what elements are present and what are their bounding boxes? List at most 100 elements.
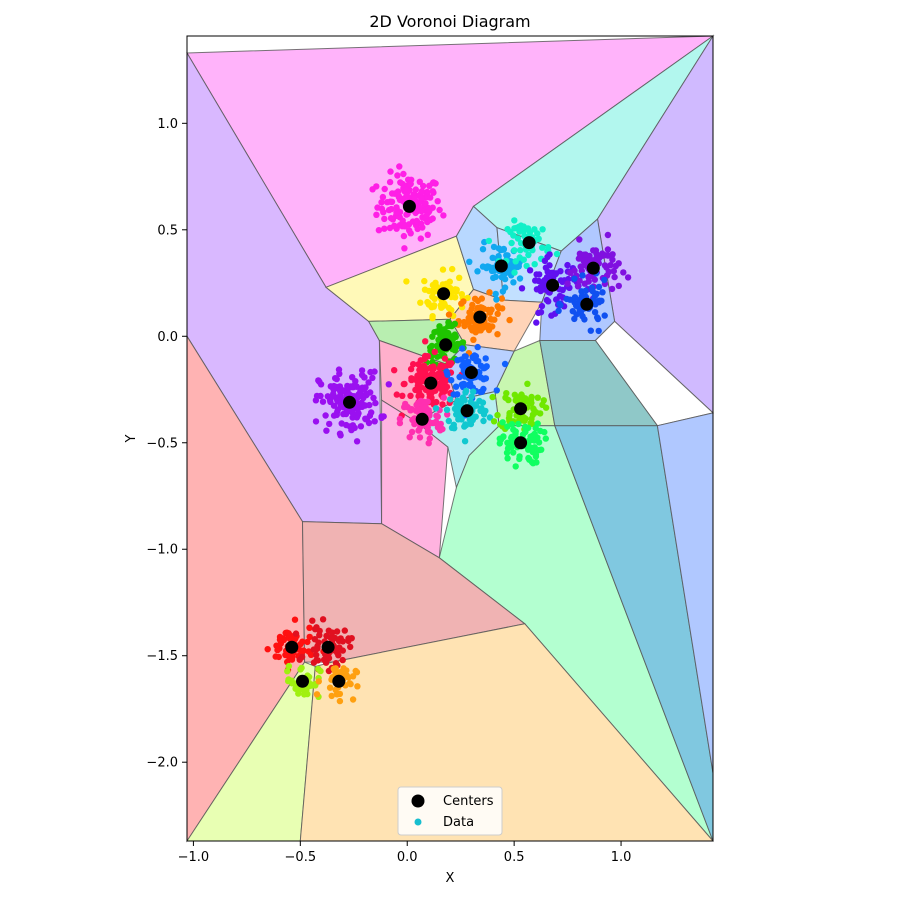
data-point xyxy=(533,271,540,278)
data-point xyxy=(424,428,432,435)
data-point xyxy=(274,646,281,654)
data-point xyxy=(510,279,517,286)
data-point xyxy=(275,653,282,661)
data-point xyxy=(459,339,467,346)
data-point xyxy=(322,659,330,666)
data-point xyxy=(486,414,494,421)
data-point xyxy=(541,257,549,265)
data-point xyxy=(595,283,603,291)
data-point xyxy=(477,327,484,334)
data-point xyxy=(276,636,284,643)
data-point xyxy=(542,264,550,271)
data-point xyxy=(585,278,592,285)
data-point xyxy=(514,235,522,242)
data-point xyxy=(429,366,436,374)
data-point xyxy=(396,419,404,427)
data-point xyxy=(319,398,327,405)
data-point xyxy=(504,423,511,430)
data-point xyxy=(315,678,322,685)
data-point xyxy=(505,396,512,404)
data-point xyxy=(288,677,295,684)
data-point xyxy=(454,340,461,348)
y-axis-label: Y xyxy=(124,434,139,443)
data-point xyxy=(538,446,545,453)
data-point xyxy=(396,163,403,170)
center-point-17 xyxy=(285,640,299,654)
data-point xyxy=(508,239,515,247)
data-point xyxy=(501,360,509,368)
data-point xyxy=(468,393,475,400)
data-point xyxy=(491,316,498,323)
data-point xyxy=(604,252,612,259)
data-point xyxy=(407,180,414,188)
data-point xyxy=(469,301,476,309)
data-point xyxy=(423,212,430,219)
data-point xyxy=(438,304,445,311)
data-point xyxy=(426,435,433,442)
data-point xyxy=(368,409,375,416)
data-point xyxy=(576,236,583,243)
data-point xyxy=(434,413,441,420)
data-point xyxy=(477,388,484,396)
data-point xyxy=(464,294,471,302)
data-point xyxy=(378,205,386,212)
data-point xyxy=(407,407,414,414)
data-point xyxy=(539,401,546,408)
data-point xyxy=(594,314,601,321)
data-point xyxy=(526,437,533,444)
data-point xyxy=(357,423,365,430)
data-point xyxy=(381,215,388,223)
data-point xyxy=(432,405,440,412)
data-point xyxy=(582,251,589,258)
data-point xyxy=(510,426,517,433)
data-point xyxy=(437,362,444,369)
data-point xyxy=(493,387,500,394)
data-point xyxy=(418,195,425,202)
data-point xyxy=(431,295,438,302)
data-point xyxy=(416,434,424,441)
data-point xyxy=(391,190,398,197)
plot-frame xyxy=(186,35,714,842)
data-point xyxy=(526,267,534,274)
data-point xyxy=(545,244,552,251)
data-point xyxy=(459,345,466,352)
data-point xyxy=(516,275,524,282)
data-point xyxy=(620,269,627,276)
data-point xyxy=(362,415,369,422)
data-point xyxy=(372,399,379,407)
data-point xyxy=(506,412,513,419)
data-point xyxy=(353,438,361,445)
data-point xyxy=(459,381,466,388)
data-point xyxy=(528,399,535,407)
data-point xyxy=(482,375,490,382)
data-point xyxy=(401,403,408,411)
data-point xyxy=(504,439,511,446)
data-point xyxy=(339,656,346,664)
data-point xyxy=(579,272,586,279)
data-point xyxy=(427,194,434,201)
data-point xyxy=(443,331,451,339)
data-point xyxy=(590,247,597,254)
data-point xyxy=(453,286,460,293)
data-point xyxy=(480,417,487,425)
data-point xyxy=(510,449,517,456)
data-point xyxy=(543,296,551,304)
data-point xyxy=(327,383,334,390)
data-point xyxy=(515,223,523,230)
data-point xyxy=(454,399,461,407)
data-point xyxy=(462,353,469,360)
data-point xyxy=(361,374,368,381)
data-point xyxy=(494,310,501,317)
data-point xyxy=(345,390,353,398)
data-point xyxy=(397,179,404,186)
data-point xyxy=(413,401,420,409)
data-point xyxy=(474,297,482,305)
data-point xyxy=(571,294,579,301)
data-point xyxy=(537,287,544,295)
data-point xyxy=(328,692,335,700)
data-point xyxy=(612,262,619,270)
data-point xyxy=(483,264,490,272)
data-point xyxy=(470,336,477,343)
data-point xyxy=(518,391,525,398)
data-point xyxy=(459,394,466,402)
